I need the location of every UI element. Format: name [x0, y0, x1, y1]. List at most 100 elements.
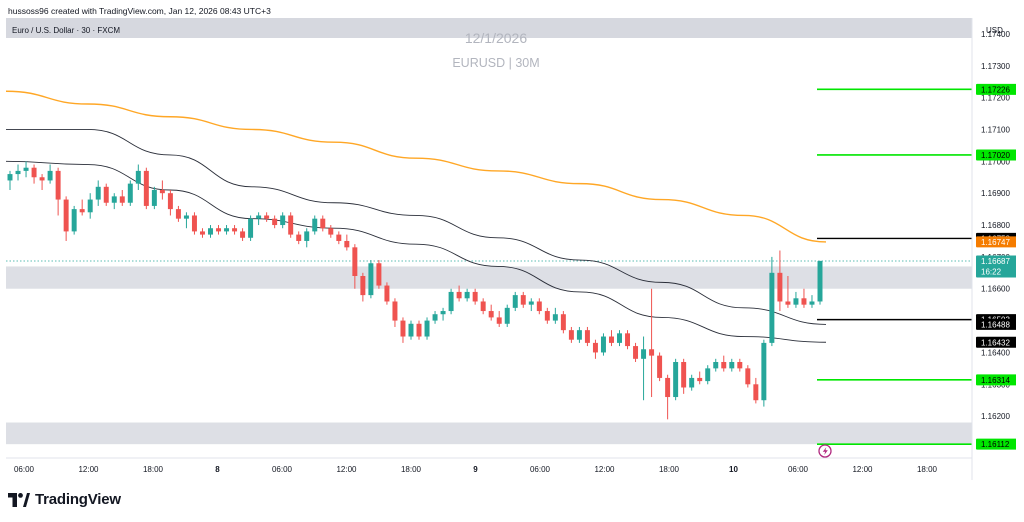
candle-body	[440, 311, 446, 315]
candle-body	[39, 177, 45, 181]
price-label[interactable]: 1.17226	[976, 83, 1016, 95]
candle	[296, 231, 302, 245]
candle-body	[641, 349, 647, 359]
price-axis: 1.17400 1.17300 1.17200 1.17100 1.17000 1.169…	[971, 18, 1016, 480]
candle-body	[296, 234, 302, 241]
price-label-box	[976, 83, 1016, 95]
candle	[87, 193, 93, 219]
candle-body	[312, 218, 318, 232]
watermark-symbol: EURUSD | 30M	[452, 56, 539, 70]
watermark-date: 12/1/2026	[465, 30, 527, 46]
sr-zone-1	[6, 422, 972, 445]
candle	[520, 291, 526, 308]
chart-header: Euro / U.S. Dollar · 30 · FXCM	[12, 26, 120, 35]
candle-body	[71, 209, 77, 232]
candle-body	[673, 362, 679, 398]
candle	[400, 317, 406, 343]
price-label-text: 1.16432	[981, 338, 1010, 347]
candle-body	[689, 377, 695, 388]
band-upper-line	[6, 129, 827, 325]
price-label[interactable]: 1.16112	[976, 438, 1016, 450]
candle	[360, 272, 366, 302]
price-label[interactable]: 1.17020	[976, 149, 1016, 161]
candle	[769, 256, 775, 347]
candle	[175, 205, 181, 222]
candle-body	[536, 301, 542, 312]
candle-body	[721, 362, 727, 369]
candle	[7, 170, 13, 190]
zones	[6, 18, 972, 445]
candle	[352, 244, 358, 289]
candle	[777, 250, 783, 312]
price-label[interactable]: 1.16432	[976, 336, 1016, 348]
candle	[480, 298, 486, 315]
candle	[424, 317, 430, 340]
candle	[15, 164, 21, 181]
y-tick-label: 1.16200	[981, 412, 1010, 421]
candle	[183, 212, 189, 229]
tradingview-logo[interactable]: TradingView	[8, 491, 121, 508]
candle-body	[753, 384, 759, 401]
candle-body	[729, 362, 735, 369]
candle	[368, 260, 374, 299]
price-label[interactable]: 1.16747	[976, 236, 1016, 248]
candle-body	[552, 314, 558, 321]
candle-body	[320, 218, 326, 229]
candle-body	[408, 323, 414, 337]
price-label[interactable]: 1.16687 16:22	[976, 255, 1016, 278]
candle-body	[568, 330, 574, 340]
candle	[801, 288, 807, 308]
candles	[7, 161, 823, 420]
candle-body	[360, 276, 366, 296]
candle-body	[560, 314, 566, 331]
candle	[272, 215, 278, 229]
candle	[111, 193, 117, 210]
candle-body	[793, 298, 799, 305]
candle	[264, 212, 270, 222]
price-label-box	[976, 336, 1016, 348]
lightning-event-icon[interactable]	[818, 444, 832, 458]
candle	[39, 174, 45, 190]
price-label[interactable]: 1.16488	[976, 318, 1016, 330]
candle	[199, 228, 205, 238]
candle	[127, 180, 133, 206]
candle	[256, 212, 262, 226]
candle-body	[600, 336, 606, 353]
y-tick-label: 1.16900	[981, 189, 1010, 198]
candle-body	[761, 342, 767, 401]
candle-body	[47, 170, 53, 181]
y-tick-label: 1.17100	[981, 125, 1010, 134]
candle	[641, 336, 647, 401]
candle-body	[769, 272, 775, 343]
symbol-line[interactable]: Euro / U.S. Dollar · 30 · FXCM	[12, 26, 120, 35]
candle-body	[119, 196, 125, 203]
candle	[224, 225, 230, 235]
price-label-box	[976, 438, 1016, 450]
chart-frame[interactable]: 12/1/2026 EURUSD | 30M 1.17400 1.17300 1.1…	[6, 18, 1016, 480]
x-tick-label: 06:00	[14, 465, 35, 474]
candle	[512, 291, 518, 312]
candle	[63, 196, 69, 241]
candle-body	[288, 215, 294, 235]
candle-body	[304, 231, 310, 241]
candle	[785, 276, 791, 308]
candle	[649, 288, 655, 398]
candle	[705, 365, 711, 385]
candle-body	[336, 234, 342, 241]
candle	[617, 330, 622, 347]
candle	[392, 298, 398, 327]
candle-body	[352, 247, 358, 276]
candle	[240, 228, 246, 241]
candle-body	[705, 368, 711, 382]
price-label[interactable]: 1.16314	[976, 374, 1016, 386]
candle	[135, 164, 141, 190]
currency-label[interactable]: USD	[986, 26, 1003, 35]
x-tick-label: 12:00	[78, 465, 99, 474]
candle	[496, 311, 502, 327]
candle-body	[456, 291, 462, 299]
candle	[344, 234, 350, 251]
candle-body	[785, 301, 791, 305]
watermark: 12/1/2026 EURUSD | 30M	[452, 30, 539, 70]
price-chart[interactable]: 12/1/2026 EURUSD | 30M 1.174001.173001.1…	[6, 18, 1016, 480]
price-label-box	[976, 255, 1016, 278]
